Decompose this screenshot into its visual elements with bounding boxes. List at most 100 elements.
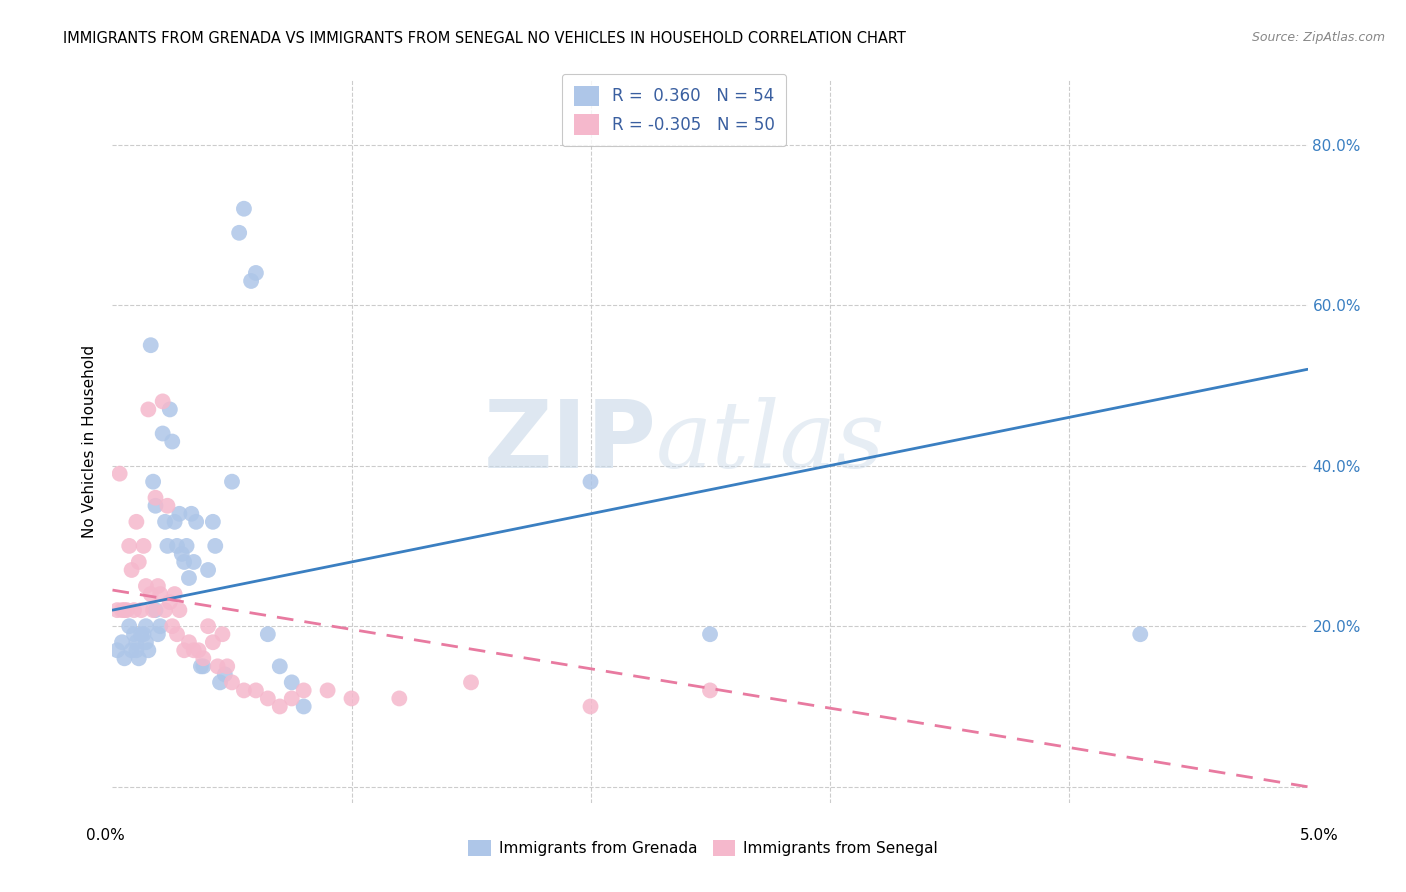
Point [146, 579, 169, 593]
Point [217, 659, 239, 673]
Point [245, 683, 267, 698]
Point [128, 651, 150, 665]
Point [257, 691, 280, 706]
Point [201, 515, 224, 529]
Point [149, 587, 172, 601]
Point [207, 659, 229, 673]
Point [173, 643, 195, 657]
Point [214, 667, 236, 681]
Point [138, 402, 160, 417]
Point [201, 635, 224, 649]
Point [281, 675, 304, 690]
Point [292, 699, 315, 714]
Point [125, 635, 148, 649]
Point [163, 587, 186, 601]
Point [180, 507, 202, 521]
Point [257, 627, 280, 641]
Point [316, 683, 339, 698]
Point [138, 643, 160, 657]
Point [193, 659, 215, 673]
Point [122, 627, 145, 641]
Point [159, 402, 181, 417]
Point [269, 659, 291, 673]
Point [170, 547, 193, 561]
Point [153, 603, 176, 617]
Point [125, 643, 148, 657]
Point [169, 507, 191, 521]
Point [115, 603, 138, 617]
Point [145, 499, 167, 513]
Point [156, 539, 179, 553]
Point [388, 691, 411, 706]
Point [177, 571, 200, 585]
Point [118, 619, 141, 633]
Point [105, 603, 128, 617]
Point [108, 467, 131, 481]
Point [142, 475, 165, 489]
Point [169, 603, 191, 617]
Text: ZIP: ZIP [484, 395, 657, 488]
Point [233, 202, 256, 216]
Point [221, 675, 243, 690]
Point [240, 274, 263, 288]
Point [129, 627, 152, 641]
Point [145, 491, 167, 505]
Point [159, 595, 181, 609]
Point [245, 266, 267, 280]
Point [118, 539, 141, 553]
Point [135, 635, 157, 649]
Point [177, 635, 200, 649]
Point [197, 563, 219, 577]
Point [153, 515, 176, 529]
Point [162, 619, 183, 633]
Point [149, 619, 172, 633]
Point [122, 603, 145, 617]
Point [135, 579, 157, 593]
Point [135, 619, 157, 633]
Point [146, 627, 169, 641]
Point [111, 635, 134, 649]
Point [152, 426, 174, 441]
Point [204, 539, 226, 553]
Point [176, 539, 198, 553]
Point [142, 603, 165, 617]
Point [145, 603, 167, 617]
Point [111, 603, 134, 617]
Point [187, 643, 209, 657]
Point [579, 699, 602, 714]
Point [166, 627, 188, 641]
Point [173, 555, 195, 569]
Text: atlas: atlas [657, 397, 886, 486]
Point [114, 651, 135, 665]
Point [163, 515, 186, 529]
Point [139, 587, 162, 601]
Point [699, 683, 721, 698]
Point [221, 475, 243, 489]
Point [139, 338, 162, 352]
Point [132, 539, 155, 553]
Point [162, 434, 183, 449]
Point [166, 539, 188, 553]
Point [105, 643, 128, 657]
Point [114, 603, 135, 617]
Text: IMMIGRANTS FROM GRENADA VS IMMIGRANTS FROM SENEGAL NO VEHICLES IN HOUSEHOLD CORR: IMMIGRANTS FROM GRENADA VS IMMIGRANTS FR… [63, 31, 905, 46]
Point [121, 563, 143, 577]
Point [152, 394, 174, 409]
Point [128, 555, 150, 569]
Point [460, 675, 482, 690]
Legend: R =  0.360   N = 54, R = -0.305   N = 50: R = 0.360 N = 54, R = -0.305 N = 50 [562, 74, 786, 146]
Point [193, 651, 215, 665]
Point [228, 226, 250, 240]
Point [197, 619, 219, 633]
Point [281, 691, 304, 706]
Point [269, 699, 291, 714]
Text: 0.0%: 0.0% [86, 829, 125, 843]
Point [699, 627, 721, 641]
Y-axis label: No Vehicles in Household: No Vehicles in Household [82, 345, 97, 538]
Point [125, 515, 148, 529]
Point [233, 683, 256, 698]
Text: 5.0%: 5.0% [1299, 829, 1339, 843]
Point [183, 555, 205, 569]
Point [579, 475, 602, 489]
Text: Source: ZipAtlas.com: Source: ZipAtlas.com [1251, 31, 1385, 45]
